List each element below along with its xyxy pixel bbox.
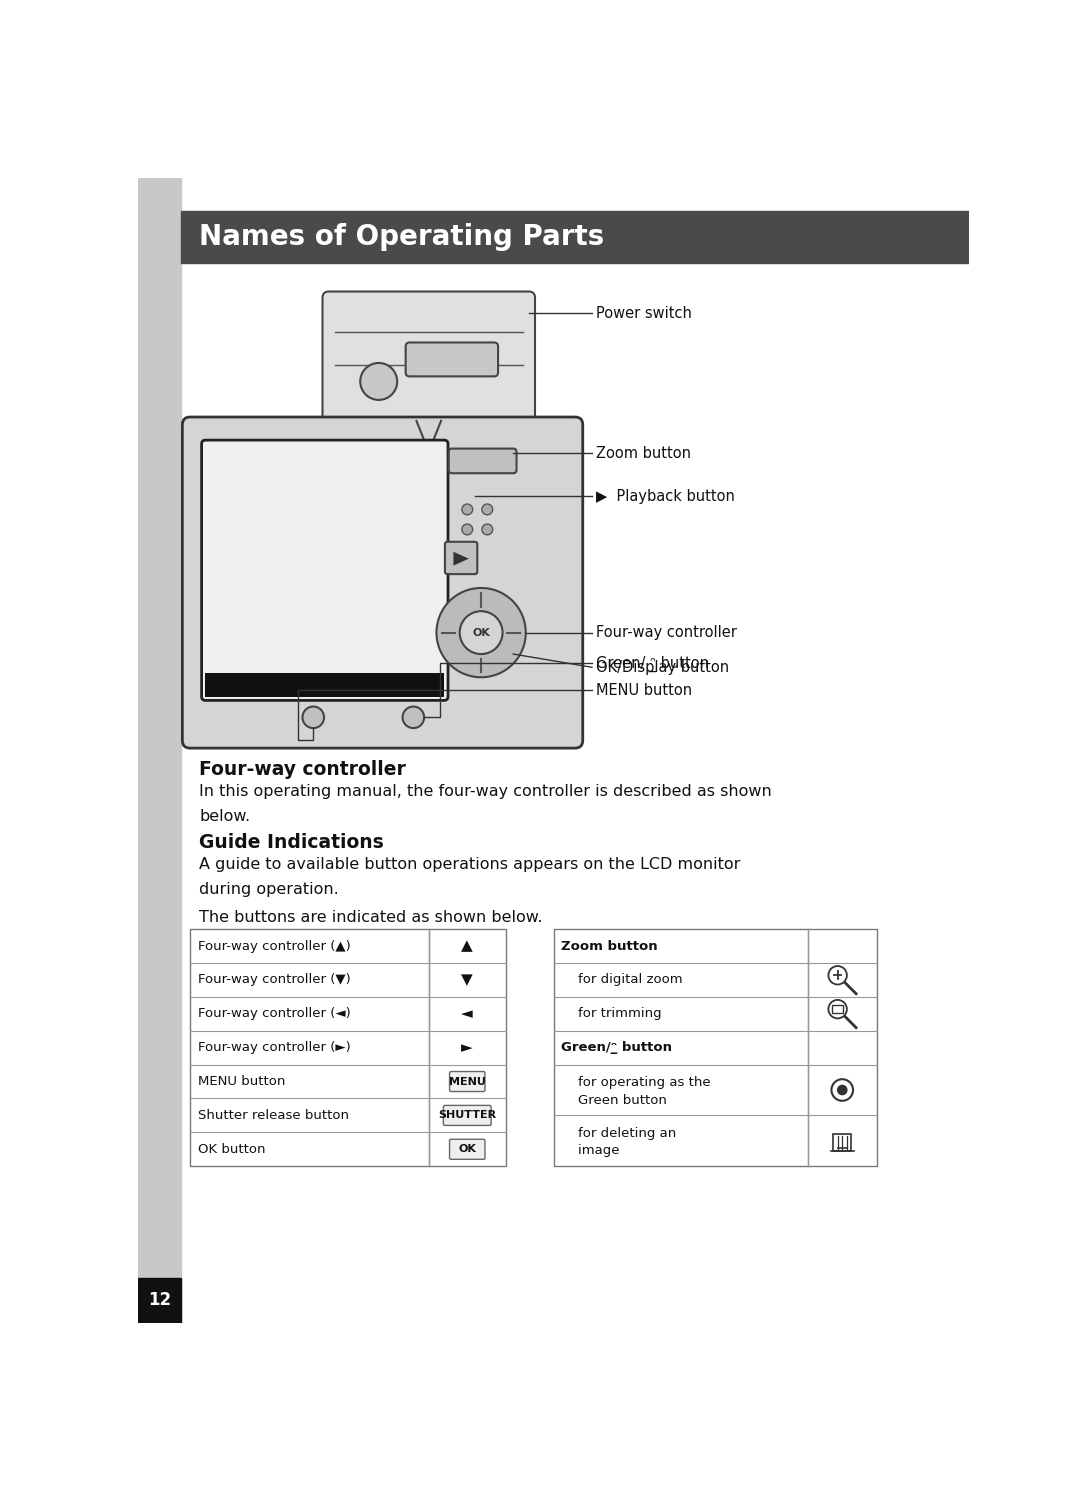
Circle shape — [403, 706, 424, 728]
Text: Green/ᵔ̲ button: Green/ᵔ̲ button — [562, 1042, 672, 1054]
Text: during operation.: during operation. — [200, 883, 339, 898]
Text: OK/Display button: OK/Display button — [596, 660, 729, 675]
Text: OK: OK — [472, 627, 490, 637]
Text: MENU button: MENU button — [596, 684, 692, 698]
Bar — [554, 929, 877, 1167]
Circle shape — [482, 525, 492, 535]
Text: Green/ ᵔ̲ button: Green/ ᵔ̲ button — [596, 655, 708, 672]
Circle shape — [436, 588, 526, 678]
Text: for deleting an: for deleting an — [562, 1126, 676, 1140]
FancyBboxPatch shape — [449, 1071, 485, 1092]
Text: for operating as the: for operating as the — [562, 1076, 711, 1089]
Text: OK button: OK button — [198, 1143, 266, 1156]
Bar — [833, 1134, 851, 1150]
Circle shape — [838, 1085, 847, 1095]
Text: Four-way controller: Four-way controller — [200, 759, 406, 779]
Text: ◄: ◄ — [461, 1006, 473, 1021]
Bar — [205, 673, 444, 697]
Circle shape — [302, 706, 324, 728]
Text: Four-way controller (◄): Four-way controller (◄) — [198, 1008, 351, 1021]
Text: Four-way controller: Four-way controller — [596, 626, 737, 640]
Bar — [190, 929, 505, 1167]
Text: Four-way controller (►): Four-way controller (►) — [198, 1042, 351, 1054]
Text: OK: OK — [458, 1144, 476, 1155]
FancyBboxPatch shape — [202, 440, 448, 700]
Text: ▲: ▲ — [461, 939, 473, 954]
Text: Zoom button: Zoom button — [596, 446, 691, 461]
Text: The buttons are indicated as shown below.: The buttons are indicated as shown below… — [200, 909, 543, 924]
Text: MENU: MENU — [449, 1076, 486, 1086]
Text: ►: ► — [461, 1040, 473, 1055]
Bar — [138, 178, 180, 1323]
Circle shape — [361, 363, 397, 400]
FancyBboxPatch shape — [449, 1140, 485, 1159]
Text: Power switch: Power switch — [596, 306, 691, 321]
Text: Shutter release button: Shutter release button — [198, 1109, 349, 1122]
FancyBboxPatch shape — [445, 542, 477, 574]
Polygon shape — [417, 421, 441, 452]
Text: Guide Indications: Guide Indications — [200, 832, 384, 851]
Text: 12: 12 — [148, 1291, 171, 1309]
Text: ▼: ▼ — [461, 972, 473, 987]
Circle shape — [460, 611, 502, 654]
Text: Four-way controller (▼): Four-way controller (▼) — [198, 973, 351, 987]
Circle shape — [462, 504, 473, 514]
Text: ▶  Playback button: ▶ Playback button — [596, 489, 734, 504]
Text: for digital zoom: for digital zoom — [562, 973, 683, 987]
FancyBboxPatch shape — [183, 418, 583, 747]
Text: below.: below. — [200, 808, 251, 823]
FancyBboxPatch shape — [406, 342, 498, 376]
Bar — [180, 211, 970, 263]
Bar — [138, 1278, 180, 1323]
Bar — [833, 1006, 843, 1013]
Text: In this operating manual, the four-way controller is described as shown: In this operating manual, the four-way c… — [200, 785, 772, 799]
Circle shape — [462, 525, 473, 535]
Text: Names of Operating Parts: Names of Operating Parts — [200, 223, 605, 251]
Text: image: image — [562, 1144, 620, 1158]
Text: Four-way controller (▲): Four-way controller (▲) — [198, 939, 351, 953]
Text: A guide to available button operations appears on the LCD monitor: A guide to available button operations a… — [200, 857, 741, 872]
Text: Green button: Green button — [562, 1094, 667, 1107]
Text: MENU button: MENU button — [198, 1074, 285, 1088]
Polygon shape — [454, 551, 469, 566]
FancyBboxPatch shape — [449, 449, 516, 473]
Text: for trimming: for trimming — [562, 1008, 662, 1021]
FancyBboxPatch shape — [444, 1106, 491, 1125]
Circle shape — [482, 504, 492, 514]
Text: Zoom button: Zoom button — [562, 939, 658, 953]
FancyBboxPatch shape — [323, 291, 535, 426]
Text: SHUTTER: SHUTTER — [438, 1110, 497, 1120]
